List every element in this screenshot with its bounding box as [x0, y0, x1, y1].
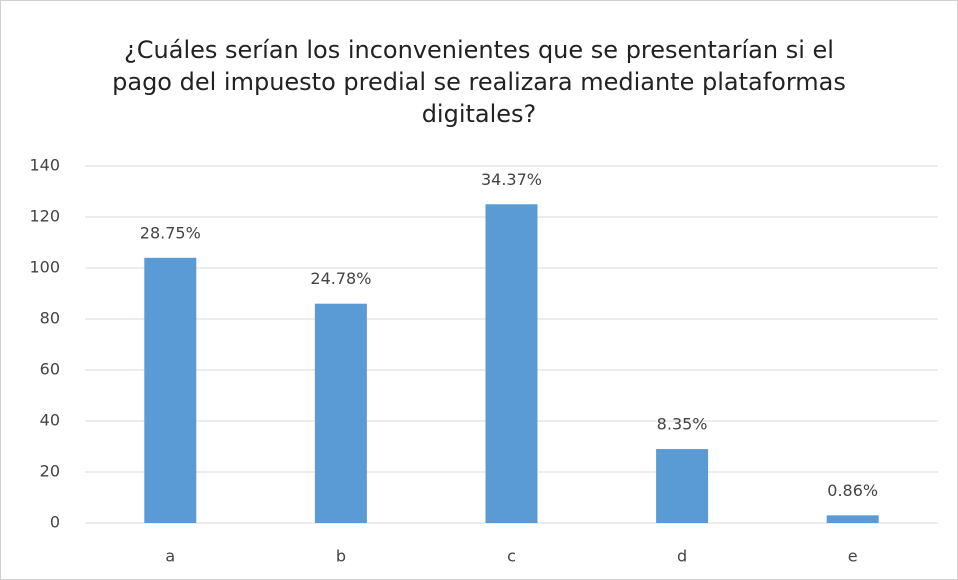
x-tick-label: c	[507, 547, 516, 566]
x-tick-label: d	[677, 547, 687, 566]
data-label: 24.78%	[310, 269, 371, 288]
y-tick-label: 120	[29, 207, 60, 226]
x-tick-label: a	[165, 547, 175, 566]
y-tick-label: 60	[40, 360, 60, 379]
data-label: 0.86%	[827, 481, 878, 500]
y-tick-label: 0	[50, 513, 60, 532]
bar	[656, 449, 709, 523]
x-tick-label: e	[848, 547, 858, 566]
bar	[826, 515, 879, 523]
y-tick-label: 140	[29, 156, 60, 175]
x-tick-label: b	[336, 547, 346, 566]
y-tick-label: 80	[40, 309, 60, 328]
chart-title: ¿Cuáles serían los inconvenientes que se…	[112, 36, 846, 128]
y-tick-label: 40	[40, 411, 60, 430]
data-label: 28.75%	[140, 223, 201, 242]
y-tick-label: 20	[40, 462, 60, 481]
bar	[485, 204, 538, 523]
bar	[144, 257, 197, 523]
bar	[314, 303, 367, 523]
data-label: 34.37%	[481, 170, 542, 189]
y-tick-label: 100	[29, 258, 60, 277]
data-label: 8.35%	[657, 415, 708, 434]
